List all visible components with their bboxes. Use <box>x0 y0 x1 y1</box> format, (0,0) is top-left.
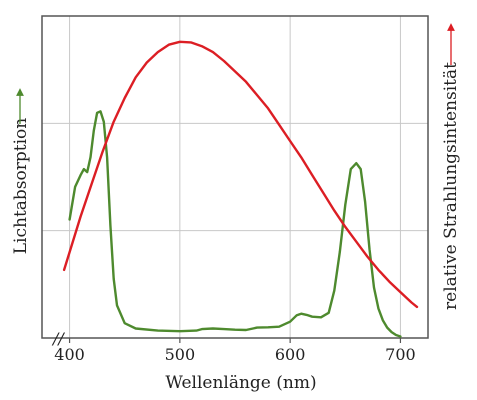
plot-frame <box>41 15 429 339</box>
x-tick-label-1: 500 <box>165 345 196 364</box>
x-tick-label-0: 400 <box>54 345 85 364</box>
series-layer <box>62 40 419 338</box>
x-tick-labels: 400 500 600 700 <box>54 338 416 364</box>
y-axis-label-right: relative Strahlungsintensität <box>441 62 461 310</box>
axis-break-marker: // <box>51 329 65 348</box>
y-axis-label-left: Lichtabsorption <box>11 118 31 255</box>
x-axis-label: Wellenlänge (nm) <box>165 373 316 393</box>
grid <box>42 16 428 338</box>
x-tick-label-2: 600 <box>275 345 306 364</box>
x-tick-label-3: 700 <box>385 345 416 364</box>
absorption-curve <box>68 110 402 338</box>
intensity-curve <box>62 40 419 309</box>
